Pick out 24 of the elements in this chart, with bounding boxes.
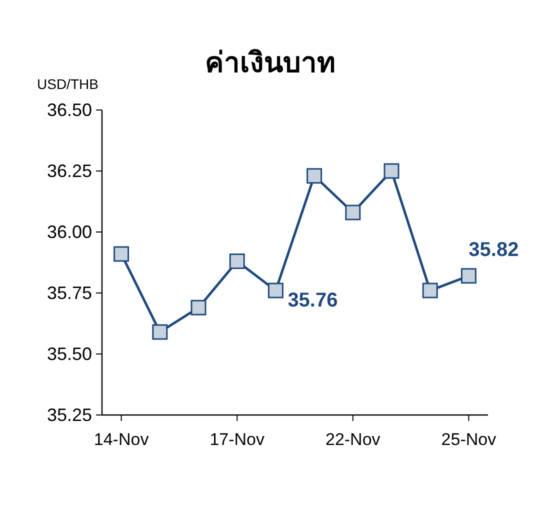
chart-title: ค่าเงินบาท <box>205 46 335 79</box>
point <box>114 246 130 262</box>
point <box>460 268 476 284</box>
y-tick-label: 36.00 <box>46 222 92 242</box>
data-label: 35.82 <box>468 238 519 261</box>
point <box>345 204 361 220</box>
x-tick-label: 14-Nov <box>94 430 150 449</box>
point <box>384 163 400 179</box>
y-tick-label: 35.75 <box>46 283 92 303</box>
y-tick-label: 36.25 <box>46 161 92 181</box>
point <box>268 282 284 298</box>
point <box>229 254 245 270</box>
y-tick-label: 36.50 <box>46 100 92 120</box>
y-axis-title: USD/THB <box>37 76 98 92</box>
point <box>306 168 322 184</box>
point <box>152 324 168 340</box>
point <box>190 300 206 316</box>
x-tick-label: 22-Nov <box>325 430 381 449</box>
point <box>422 282 438 298</box>
data-label: 35.76 <box>288 290 338 312</box>
x-tick-label: 17-Nov <box>210 430 265 449</box>
y-tick-label: 35.25 <box>46 405 92 425</box>
x-tick-label: 25-Nov <box>441 430 497 449</box>
y-tick-label: 35.50 <box>46 344 92 364</box>
